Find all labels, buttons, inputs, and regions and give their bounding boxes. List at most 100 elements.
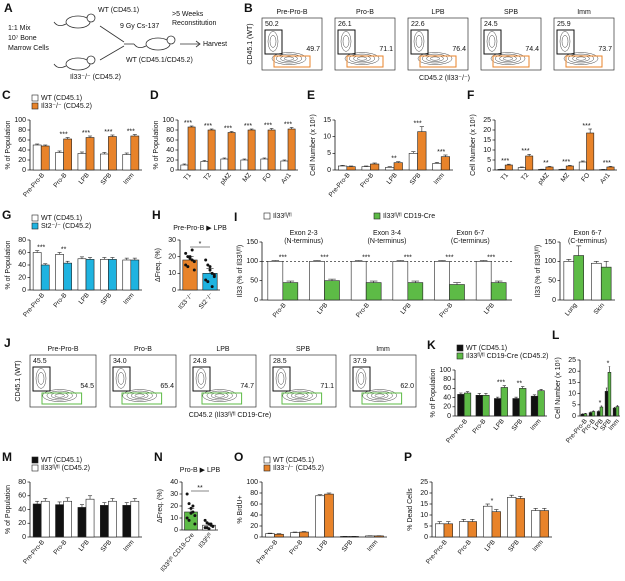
data-point xyxy=(207,527,211,531)
gate xyxy=(492,55,530,68)
density-contour xyxy=(275,368,287,389)
y-tick-label: 40 xyxy=(443,394,451,401)
data-point xyxy=(193,522,197,526)
gate xyxy=(201,392,243,405)
panel-letter: L xyxy=(552,328,559,342)
y-tick-label: 5 xyxy=(487,157,491,164)
y-axis-label: ΔFreq. (%) xyxy=(157,489,164,523)
bar xyxy=(100,259,109,291)
y-tick-label: 20 xyxy=(250,523,258,530)
gate xyxy=(41,392,83,405)
bar xyxy=(525,155,534,171)
bar xyxy=(122,259,132,291)
density-contour xyxy=(294,393,305,398)
bar xyxy=(604,391,609,417)
density-contour xyxy=(195,368,207,389)
data-point xyxy=(192,268,196,272)
significance: ** xyxy=(61,246,67,253)
data-point xyxy=(186,265,190,269)
density-contour xyxy=(35,368,47,389)
x-tick-label: Imm xyxy=(433,172,446,186)
significance: * xyxy=(599,400,602,407)
chart-title: Pre-Pro-B ▶ LPB xyxy=(173,225,227,232)
gate xyxy=(410,29,429,55)
density-contour xyxy=(374,393,385,398)
y-tick-label: 0 xyxy=(327,167,331,174)
end-label: Harvest xyxy=(203,41,227,48)
legend-label: Il33ᶠˡ/ᶠˡ xyxy=(273,213,292,220)
bar xyxy=(490,282,507,301)
bar xyxy=(77,153,87,171)
significance: *** xyxy=(497,379,505,386)
panel-letter: C xyxy=(2,88,11,102)
significance: *** xyxy=(82,130,90,137)
gate xyxy=(565,55,603,68)
gate-value: 71.1 xyxy=(379,46,393,53)
density-contour xyxy=(502,56,514,61)
y-axis-label: Cell Number (x 10⁵) xyxy=(310,114,317,176)
data-point xyxy=(210,271,214,275)
significance: *** xyxy=(104,129,112,136)
y-tick-label: 40 xyxy=(18,147,26,154)
legend-label: St2⁻/⁻ (CD45.2) xyxy=(41,223,91,230)
y-tick-label: 60 xyxy=(18,249,26,256)
significance: *** xyxy=(279,254,287,261)
y-tick-label: 5 xyxy=(424,523,428,530)
bar xyxy=(393,162,403,171)
y-tick-label: 15 xyxy=(483,137,491,144)
density-contour xyxy=(417,52,453,65)
data-point xyxy=(208,268,212,272)
gate-value: 62.0 xyxy=(400,383,414,390)
y-tick-label: 80 xyxy=(166,127,174,134)
bar xyxy=(247,129,256,171)
gate-value: 22.6 xyxy=(411,21,425,28)
bar xyxy=(63,262,72,291)
y-axis-label: % of Population xyxy=(5,120,12,169)
significance: * xyxy=(491,498,494,505)
y-tick-label: 100 xyxy=(439,367,451,374)
bar xyxy=(200,161,209,171)
y-tick-label: 20 xyxy=(18,274,26,281)
bar xyxy=(365,535,375,538)
x-tick-label: Imm xyxy=(366,539,379,553)
wait-label: >5 Weeks xyxy=(172,11,204,18)
gate-value: 37.9 xyxy=(353,358,367,365)
bar xyxy=(63,500,72,538)
density-contour xyxy=(563,52,599,65)
data-point xyxy=(211,524,215,528)
bar xyxy=(32,503,42,538)
irradiation-label: 9 Gy Cs-137 xyxy=(120,23,159,30)
x-tick-label: Pro-B xyxy=(272,302,288,319)
significance: ** xyxy=(543,160,549,167)
y-tick-label: 0 xyxy=(254,534,258,541)
bar xyxy=(77,507,87,538)
data-point xyxy=(204,258,208,262)
bar xyxy=(130,135,140,171)
significance: *** xyxy=(362,254,370,261)
y-tick-label: 15 xyxy=(323,117,331,124)
y-tick-label: 100 xyxy=(544,258,556,265)
gate xyxy=(32,366,51,392)
group-title: (N-terminus) xyxy=(368,238,407,245)
bar xyxy=(494,398,502,417)
bar xyxy=(457,394,465,417)
significance: ** xyxy=(517,380,523,387)
bar xyxy=(475,394,483,417)
mouse-icons xyxy=(53,13,176,71)
bar xyxy=(265,533,275,538)
density-contour xyxy=(282,389,317,402)
bar xyxy=(280,160,289,171)
density-contour xyxy=(126,390,153,401)
y-tick-label: 40 xyxy=(170,479,178,486)
bar xyxy=(240,159,249,171)
density-contour xyxy=(202,389,237,402)
bar xyxy=(370,163,380,171)
significance: *** xyxy=(184,120,192,127)
plot-title: Imm xyxy=(577,9,591,16)
legend-swatch xyxy=(456,352,464,360)
panel-letter: E xyxy=(307,88,315,102)
x-tick-label: Pre-Pro-B xyxy=(22,539,46,566)
bar xyxy=(108,136,117,171)
significance: * xyxy=(607,361,610,368)
plot-title: Pre-Pro-B xyxy=(276,9,307,16)
